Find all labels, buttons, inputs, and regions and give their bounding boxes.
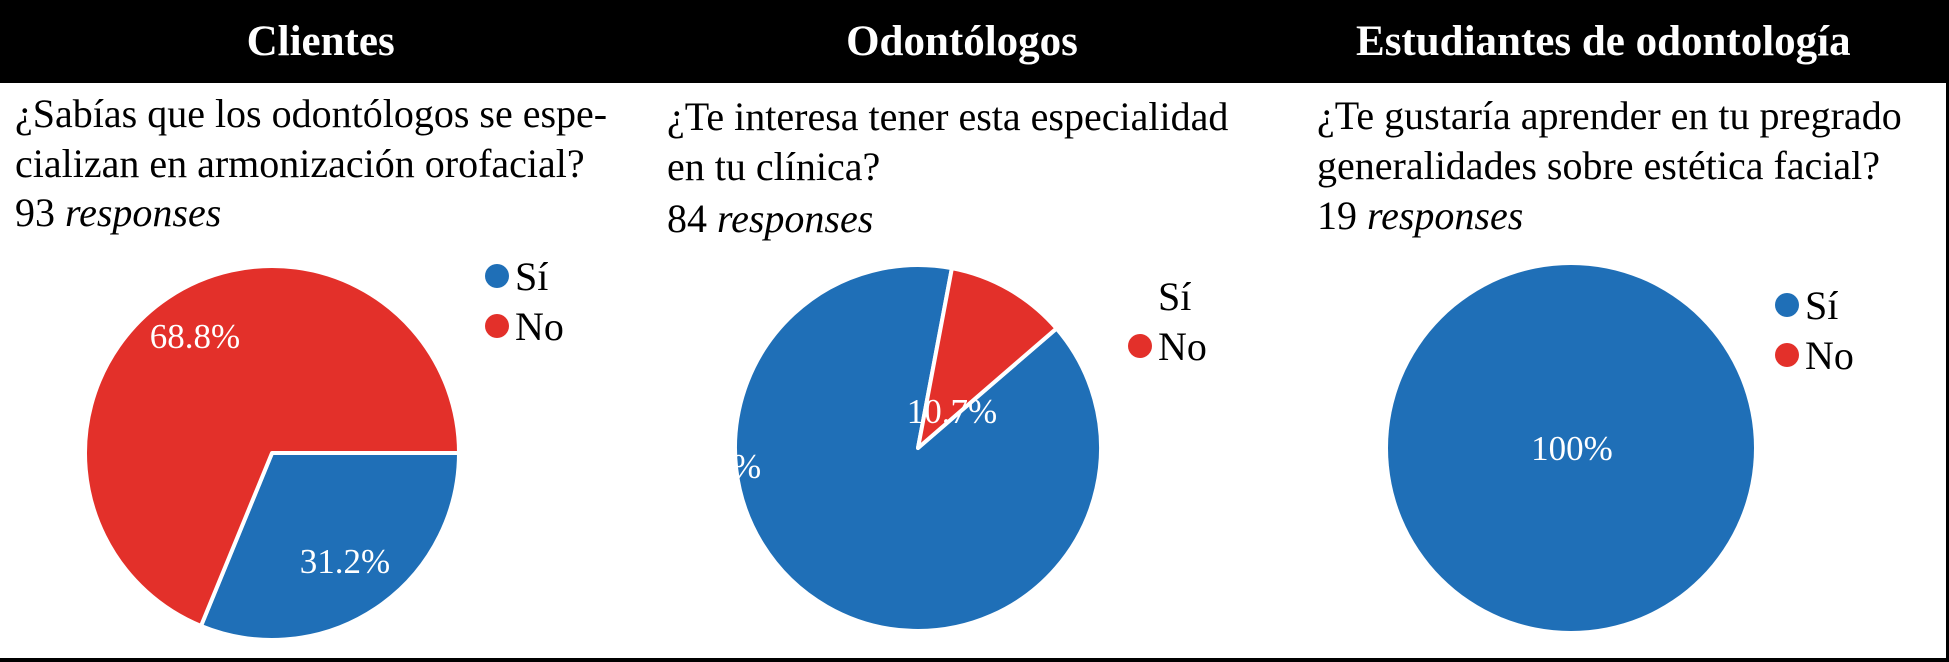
legend-dot-no: [485, 314, 509, 338]
header-estudiantes: Estudiantes de odontología: [1356, 18, 1851, 65]
slice-label: 31.2%: [300, 542, 390, 581]
responses-word: responses: [717, 196, 874, 241]
question-line: ¿Te gustaría aprender en tu pregrado: [1317, 93, 1902, 138]
question-text: ¿Sabías que los odontólogos se espe- cia…: [15, 89, 645, 189]
header-odontologos: Odontólogos: [846, 18, 1078, 65]
responses-number: 93: [15, 190, 55, 235]
question-text: ¿Te gustaría aprender en tu pregrado gen…: [1317, 91, 1947, 191]
question-line: cializan en armonización orofacial?: [15, 141, 585, 186]
legend-label-si: Sí: [1805, 283, 1838, 328]
legend-label-si: Sí: [515, 254, 548, 299]
responses-number: 84: [667, 196, 707, 241]
slice-label: 89.3%: [671, 447, 761, 486]
pie-slice-si: [198, 451, 461, 642]
slice-label: 68.8%: [150, 317, 240, 356]
responses-count: 93 responses: [15, 188, 221, 238]
panel-estudiantes: ¿Te gustaría aprender en tu pregrado gen…: [1300, 83, 1949, 658]
frame-bottom-border: [0, 658, 1949, 662]
legend-label-no: No: [1158, 324, 1207, 369]
pie-chart-odontologos: 89.3% 10.7% Sí No: [671, 263, 1207, 633]
question-text: ¿Te interesa tener esta especialidad en …: [667, 92, 1297, 192]
pie-slice-no: [916, 266, 1059, 450]
legend-dot-no: [1128, 334, 1152, 358]
legend-dot-si: [485, 264, 509, 288]
pie-slice-no: [83, 264, 461, 628]
legend-dot-no: [1775, 343, 1799, 367]
pie-chart-clientes: 31.2% 68.8% Sí No: [83, 254, 564, 642]
pie-chart-estudiantes: 100% Sí No: [1388, 265, 1854, 631]
slice-label: 100%: [1531, 429, 1613, 468]
slice-label: 10.7%: [907, 392, 997, 431]
legend-dot-si: [1775, 293, 1799, 317]
legend-label-no: No: [515, 304, 564, 349]
pie-slice-si: [1388, 265, 1754, 631]
header-clientes: Clientes: [246, 18, 395, 65]
responses-count: 84 responses: [667, 194, 873, 244]
panel-clientes: ¿Sabías que los odontólogos se espe- cia…: [0, 83, 650, 658]
responses-number: 19: [1317, 193, 1357, 238]
question-line: en tu clínica?: [667, 144, 881, 189]
legend-label-no: No: [1805, 333, 1854, 378]
header-bar: Clientes Odontólogos Estudiantes de odon…: [0, 0, 1949, 83]
question-line: ¿Te interesa tener esta especialidad: [667, 94, 1229, 139]
frame-right-border: [1946, 83, 1949, 662]
question-line: generalidades sobre estética facial?: [1317, 143, 1881, 188]
responses-word: responses: [65, 190, 222, 235]
responses-word: responses: [1367, 193, 1524, 238]
panel-odontologos: ¿Te interesa tener esta especialidad en …: [650, 83, 1300, 658]
question-line: ¿Sabías que los odontólogos se espe-: [15, 91, 608, 136]
responses-count: 19 responses: [1317, 191, 1523, 241]
legend-label-si: Sí: [1158, 274, 1191, 319]
